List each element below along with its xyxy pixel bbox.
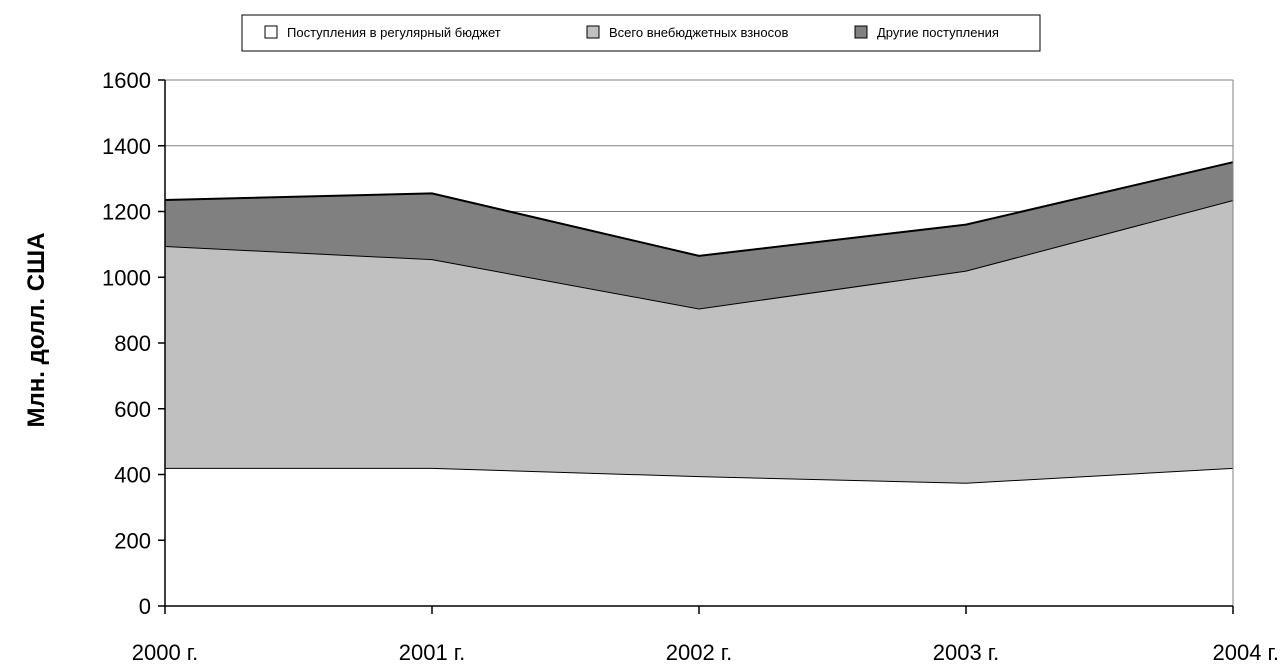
x-tick-label-0: 2000 г. bbox=[132, 640, 199, 665]
x-tick-label-4: 2004 г. bbox=[1212, 640, 1279, 665]
legend-box bbox=[241, 14, 1041, 52]
y-tick-label-400: 400 bbox=[114, 463, 151, 488]
y-tick-label-1400: 1400 bbox=[102, 134, 151, 159]
y-tick-label-1200: 1200 bbox=[102, 200, 151, 225]
legend-label-2: Всего внебюджетных взносов bbox=[609, 25, 788, 40]
y-tick-label-1600: 1600 bbox=[102, 68, 151, 93]
x-tick-label-3: 2003 г. bbox=[933, 640, 1000, 665]
data-areas bbox=[164, 161, 1234, 606]
x-tick-label-2: 2002 г. bbox=[666, 640, 733, 665]
y-axis-title: Млн. долл. США bbox=[23, 233, 50, 428]
y-tick-label-600: 600 bbox=[114, 397, 151, 422]
legend-label-1: Поступления в регулярный бюджет bbox=[287, 25, 501, 40]
area-series-3-top-line bbox=[164, 161, 1234, 257]
y-tick-label-200: 200 bbox=[114, 528, 151, 553]
y-axis: 0 200 400 600 800 1000 1200 1400 1600 bbox=[102, 68, 166, 619]
legend-label-3: Другие поступления bbox=[877, 25, 999, 40]
y-tick-label-0: 0 bbox=[139, 594, 151, 619]
area-series-1 bbox=[165, 467, 1233, 606]
plot-frame bbox=[165, 79, 1234, 606]
grid-lines bbox=[165, 79, 1233, 212]
legend: Поступления в регулярный бюджет Всего вне… bbox=[241, 14, 1041, 52]
area-series-3 bbox=[165, 162, 1233, 309]
x-tick-label-1: 2001 г. bbox=[399, 640, 466, 665]
legend-swatch-2 bbox=[586, 25, 600, 39]
y-tick-label-800: 800 bbox=[114, 331, 151, 356]
y-tick-label-1000: 1000 bbox=[102, 265, 151, 290]
legend-swatch-3 bbox=[854, 25, 868, 39]
legend-swatch-1 bbox=[264, 25, 278, 39]
x-axis: 2000 г. 2001 г. 2002 г. 2003 г. 2004 г. bbox=[132, 605, 1279, 665]
